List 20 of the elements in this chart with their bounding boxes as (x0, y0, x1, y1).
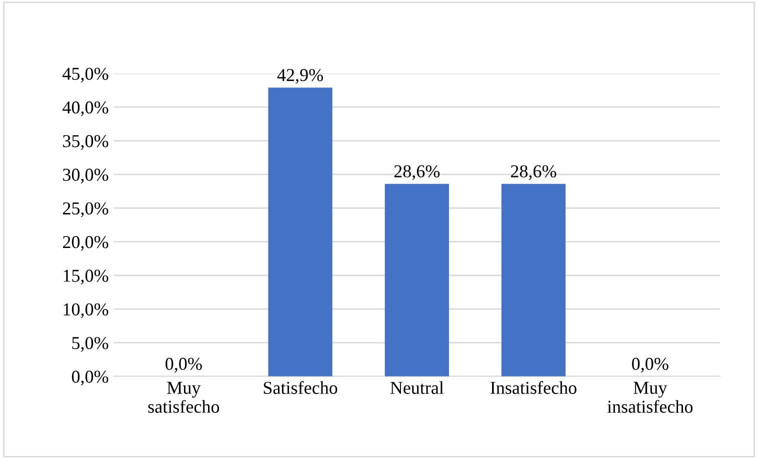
y-tick-label: 20,0% (62, 236, 108, 251)
data-label: 0,0% (632, 358, 668, 373)
x-tick-label: Satisfecho (264, 381, 338, 394)
y-tick-label: 15,0% (64, 270, 108, 284)
y-tick-label: 10,0% (64, 303, 108, 318)
data-label: 28,6% (394, 165, 440, 180)
x-tick-label: Insatisfecho (490, 381, 576, 394)
data-label: 0,0% (166, 358, 202, 373)
data-label: 42,9% (277, 68, 323, 84)
data-label: 28,6% (510, 165, 556, 180)
y-tick-label: 0,0% (72, 370, 108, 386)
y-tick-label: 45,0% (62, 68, 108, 82)
y-tick-label: 25,0% (62, 202, 108, 218)
x-tick-label: Muy satisfecho (148, 382, 220, 413)
y-tick-label: 40,0% (62, 101, 108, 116)
x-tick-label: Muy insatisfecho (607, 382, 693, 413)
y-tick-label: 30,0% (63, 168, 108, 184)
x-tick-label: Neutral (390, 381, 444, 394)
y-tick-label: 5,0% (72, 336, 108, 352)
y-tick-label: 35,0% (63, 135, 108, 150)
